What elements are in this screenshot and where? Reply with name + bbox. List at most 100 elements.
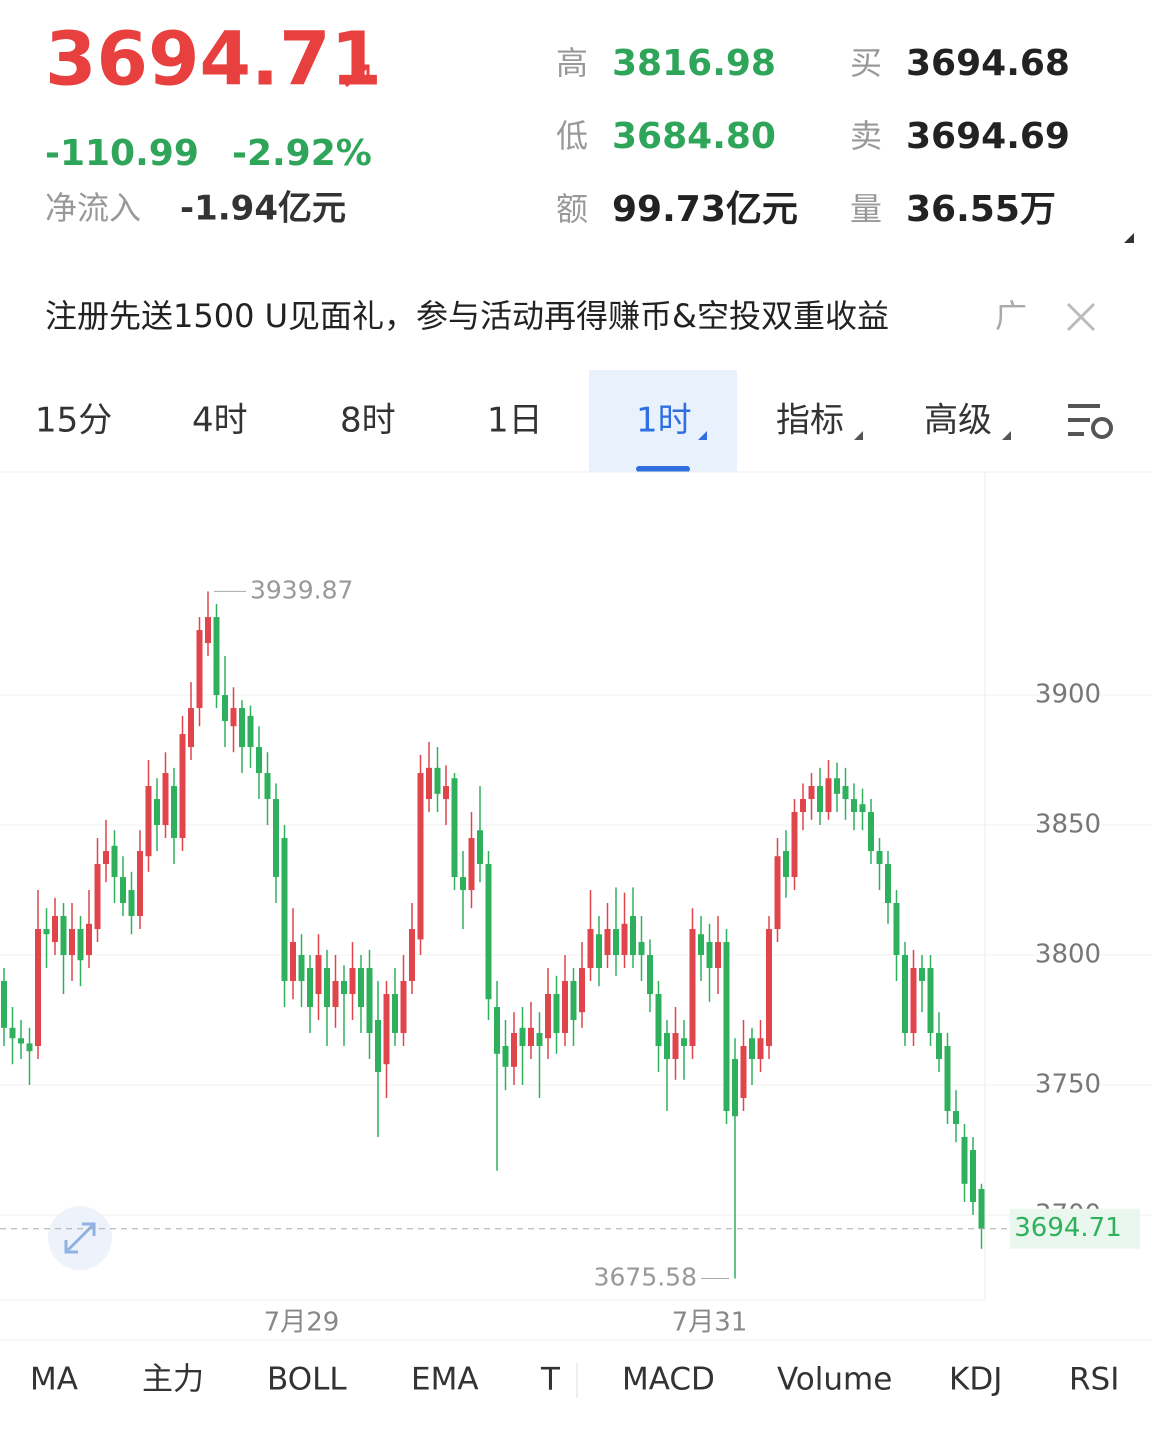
candle-body	[477, 830, 483, 865]
ad-text[interactable]: 注册先送1500 U见面礼，参与活动再得赚币&空投双重收益	[45, 297, 889, 335]
expand-icon[interactable]	[1124, 233, 1134, 243]
indicator-tab[interactable]: 主力	[142, 1362, 204, 1398]
candle-body	[800, 799, 806, 813]
candle-body	[723, 942, 730, 1112]
fullscreen-button[interactable]	[48, 1206, 112, 1270]
active-tab-bg	[589, 370, 737, 472]
indicator-tab[interactable]: MACD	[622, 1362, 715, 1398]
candle-body	[196, 630, 203, 709]
candle-body	[902, 955, 908, 1034]
stat-value: 3684.80	[612, 116, 776, 157]
candle-body	[366, 968, 373, 1034]
candle-body	[451, 778, 458, 878]
indicator-tab[interactable]: BOLL	[267, 1362, 347, 1398]
candle-body	[273, 799, 279, 878]
candle-body	[783, 851, 789, 878]
candle-body	[936, 1033, 942, 1060]
close-ad-icon[interactable]	[1066, 302, 1096, 332]
candle-body	[749, 1038, 755, 1060]
stat-label: 低	[556, 117, 588, 155]
candle-body	[817, 786, 823, 813]
candle-body	[213, 617, 220, 696]
indicator-tab[interactable]: EMA	[411, 1362, 479, 1398]
candle-body	[528, 1027, 534, 1047]
candle-body	[808, 786, 815, 800]
indicator-tab[interactable]: Volume	[777, 1362, 892, 1398]
candle-body	[86, 923, 92, 956]
y-tick-label: 3800	[1035, 940, 1101, 970]
candle-body	[774, 856, 781, 930]
indicator-tab[interactable]: RSI	[1069, 1362, 1119, 1398]
timeframe-tab[interactable]: 15分	[35, 401, 112, 441]
candle-body	[766, 929, 772, 1047]
dropdown-icon	[698, 431, 707, 440]
candle-body	[919, 968, 925, 982]
candle-body	[341, 981, 347, 995]
candle-body	[247, 715, 254, 748]
net-inflow-label: 净流入	[45, 189, 141, 227]
candle-body	[655, 994, 662, 1047]
candle-body	[681, 1038, 687, 1047]
change: -110.99	[45, 133, 199, 174]
candle-body	[324, 968, 330, 1008]
candle-body	[77, 929, 84, 961]
candle-body	[9, 1027, 16, 1039]
x-tick-label: 7月29	[264, 1308, 340, 1338]
stat-label: 额	[556, 190, 588, 228]
timeframe-tab[interactable]: 4时	[192, 401, 248, 441]
indicator-tab[interactable]: T	[540, 1362, 561, 1398]
candle-body	[672, 1033, 679, 1060]
indicator-tab[interactable]: KDJ	[949, 1362, 1002, 1398]
timeframe-tab[interactable]: 8时	[340, 401, 396, 441]
timeframe-tab[interactable]: 高级	[924, 401, 992, 441]
timeframe-tab[interactable]: 1日	[487, 401, 543, 441]
candle-body	[740, 1046, 747, 1099]
candle-body	[1, 981, 7, 1028]
candle-body	[570, 981, 577, 1021]
candle-body	[613, 929, 619, 956]
candle-body	[910, 968, 917, 1034]
candle-body	[128, 890, 135, 917]
candle-body	[885, 864, 891, 904]
stat-label: 高	[556, 44, 588, 82]
candle-body	[647, 955, 653, 995]
candle-body	[664, 1033, 670, 1060]
candle-body	[545, 994, 551, 1039]
candle-body	[587, 929, 594, 969]
candle-body	[715, 942, 721, 969]
candle-body	[944, 1046, 951, 1112]
candle-body	[375, 1020, 381, 1073]
candle-body	[120, 877, 126, 904]
stat-label: 卖	[850, 117, 882, 155]
settings-icon[interactable]	[1068, 404, 1113, 439]
candle-body	[961, 1136, 968, 1184]
candle-body	[689, 929, 696, 1047]
candle-body	[502, 1046, 509, 1067]
indicator-tab[interactable]: MA	[30, 1362, 78, 1398]
dropdown-icon	[854, 431, 863, 440]
candle-body	[383, 994, 390, 1065]
candle-body	[94, 864, 101, 930]
stat-value: 3694.69	[906, 116, 1070, 157]
candle-body	[162, 773, 169, 826]
candle-body	[953, 1111, 959, 1125]
last-price-label: 3694.71	[1014, 1213, 1122, 1243]
candle-body	[978, 1188, 985, 1229]
last-price-tag	[1010, 1208, 1140, 1249]
candle-body	[256, 747, 262, 774]
timeframe-tab[interactable]: 1时	[636, 401, 692, 441]
candle-body	[638, 942, 645, 956]
candle-body	[698, 934, 704, 956]
candle-body	[460, 877, 466, 891]
candle-body	[579, 968, 585, 1013]
candle-body	[876, 851, 883, 865]
candle-body	[43, 929, 50, 935]
dropdown-icon	[1002, 431, 1011, 440]
max-label: 3939.87	[250, 575, 353, 604]
candle-body	[562, 981, 568, 1034]
change-pct: -2.92%	[232, 133, 372, 174]
timeframe-tab[interactable]: 指标	[776, 401, 844, 441]
ad-tag: 广	[995, 297, 1027, 335]
